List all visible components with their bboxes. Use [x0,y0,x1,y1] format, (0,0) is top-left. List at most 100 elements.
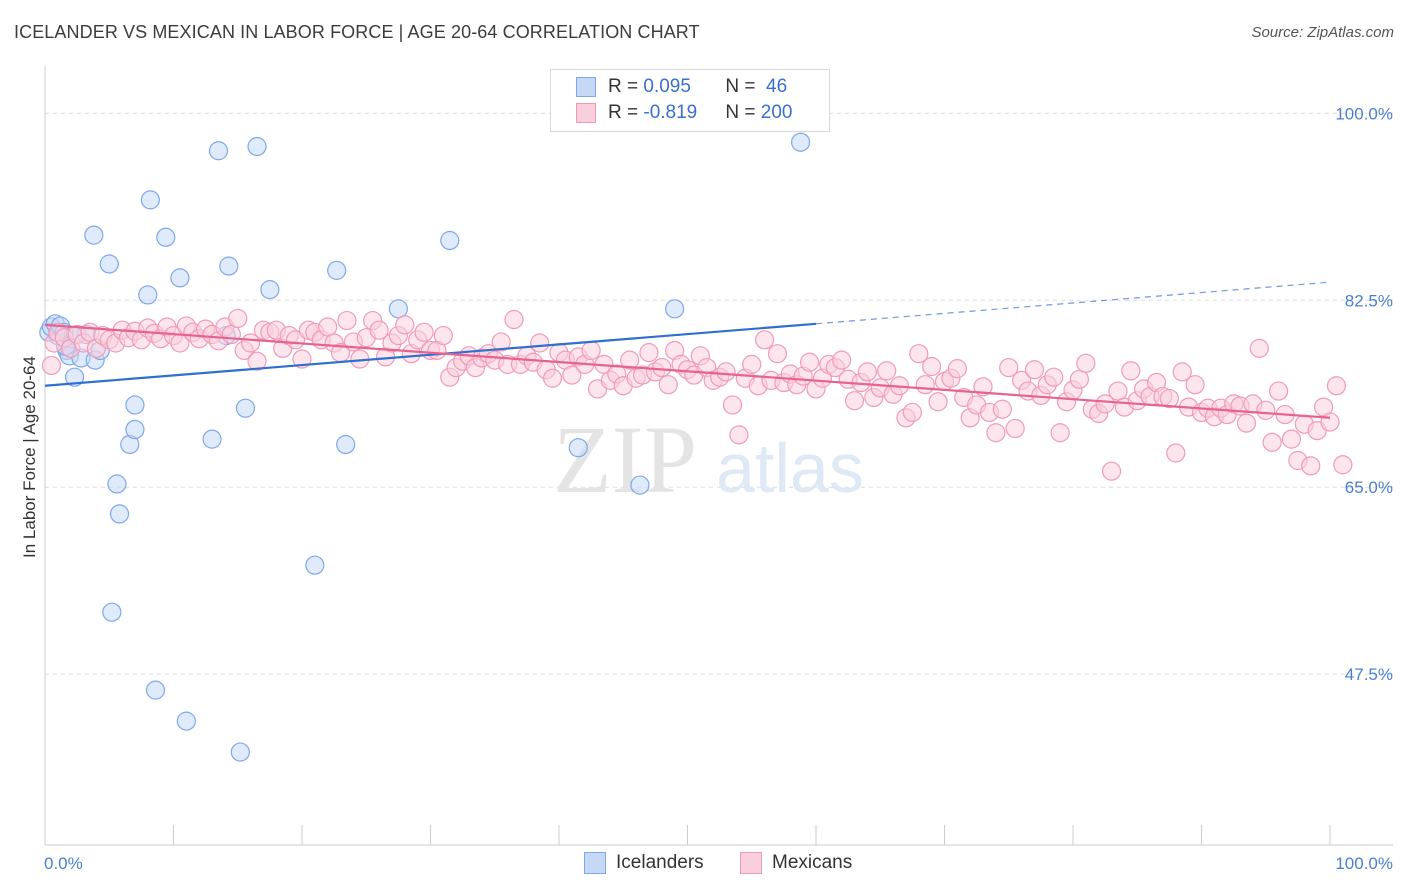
point-mexicans [639,343,659,363]
point-icelanders [64,367,85,387]
point-mexicans [1172,362,1192,382]
grid-lines [45,112,1393,675]
point-icelanders [125,395,145,415]
point-mexicans [395,315,415,335]
trend-extension-icelanders [815,281,1331,325]
point-mexicans [922,356,942,377]
series-legend: Icelanders Mexicans [0,852,1406,876]
point-mexicans [729,425,749,445]
point-icelanders [125,419,145,440]
point-icelanders [99,254,119,274]
point-icelanders [630,475,650,495]
legend-swatch-icelanders [584,852,606,874]
axes [44,66,1393,846]
point-mexicans [877,361,897,381]
point-mexicans [742,354,762,374]
point-mexicans [221,324,241,345]
point-mexicans [1236,413,1257,433]
legend-r-label: R = [608,102,644,123]
point-mexicans [1044,367,1064,387]
point-icelanders [305,555,325,575]
legend-item-mexicans[interactable]: Mexicans [740,852,852,874]
point-icelanders [138,285,158,305]
point-icelanders [202,429,222,449]
point-mexicans [1095,394,1115,414]
point-icelanders [219,256,239,276]
point-mexicans [530,333,550,353]
chart-title: ICELANDER VS MEXICAN IN LABOR FORCE | AG… [14,22,700,42]
point-icelanders [156,227,176,247]
point-icelanders [247,136,267,157]
trend-line-icelanders [44,322,817,387]
legend-item-icelanders[interactable]: Icelanders [584,852,704,874]
point-mexicans [1320,412,1340,432]
legend-swatch-mexicans [740,852,762,874]
point-mexicans [902,402,922,423]
point-icelanders [260,280,280,300]
point-icelanders [336,434,356,455]
y-tick-label: 100.0% [1335,104,1393,123]
point-mexicans [1281,429,1302,449]
point-mexicans [1262,432,1282,452]
point-mexicans [1249,338,1269,358]
point-mexicans [41,355,62,376]
point-mexicans [1185,375,1205,395]
trend-line-mexicans [44,323,1331,419]
point-mexicans [1024,360,1045,380]
point-mexicans [228,308,248,329]
chart-source: Source: ZipAtlas.com [1251,24,1394,41]
legend-n-value: 200 [760,102,793,123]
point-mexicans [1101,461,1122,481]
stats-legend: R = 0.095 N = 46 R = -0.819 N = 200 [550,69,830,132]
tick-labels: 47.5% 65.0% 82.5% 100.0% 0.0% 100.0% [44,104,1393,873]
point-icelanders [440,230,460,251]
point-icelanders [230,742,250,762]
point-mexicans [1076,353,1096,373]
point-icelanders [568,438,588,458]
point-mexicans [754,330,775,350]
point-mexicans [337,310,357,331]
point-mexicans [652,357,672,378]
point-mexicans [722,395,743,415]
point-mexicans [844,391,865,411]
point-mexicans [986,423,1006,443]
point-mexicans [542,368,563,388]
point-mexicans [909,344,929,364]
point-mexicans [414,322,434,342]
point-icelanders [107,474,127,494]
point-mexicans [247,351,267,371]
legend-r-value: 0.095 [643,76,691,97]
point-mexicans [562,365,582,385]
x-tick-label: 0.0% [44,854,83,873]
point-mexicans [1159,388,1179,409]
point-mexicans [1166,443,1186,463]
y-tick-label: 47.5% [1345,665,1393,684]
legend-n-label: N = [725,102,761,123]
watermark-zip: ZIP [553,406,697,513]
point-mexicans [857,362,878,382]
point-mexicans [491,332,511,352]
point-icelanders [208,141,229,161]
point-mexicans [1301,456,1321,476]
point-mexicans [767,344,788,364]
point-mexicans [1333,455,1353,475]
point-icelanders [84,225,104,245]
trend-lines [44,281,1331,419]
point-icelanders [145,680,166,700]
legend-swatch-icelanders [576,77,596,97]
point-mexicans [581,340,601,361]
legend-swatch-mexicans [576,103,596,123]
point-mexicans [1256,400,1276,420]
point-mexicans [1268,381,1289,401]
point-mexicans [1050,423,1070,443]
point-mexicans [1121,361,1141,381]
point-mexicans [292,349,312,369]
point-mexicans [716,362,736,382]
point-mexicans [1326,376,1347,396]
point-mexicans [504,309,524,330]
point-mexicans [947,359,967,379]
point-mexicans [999,357,1019,378]
point-mexicans [832,350,852,370]
point-mexicans [369,320,389,340]
